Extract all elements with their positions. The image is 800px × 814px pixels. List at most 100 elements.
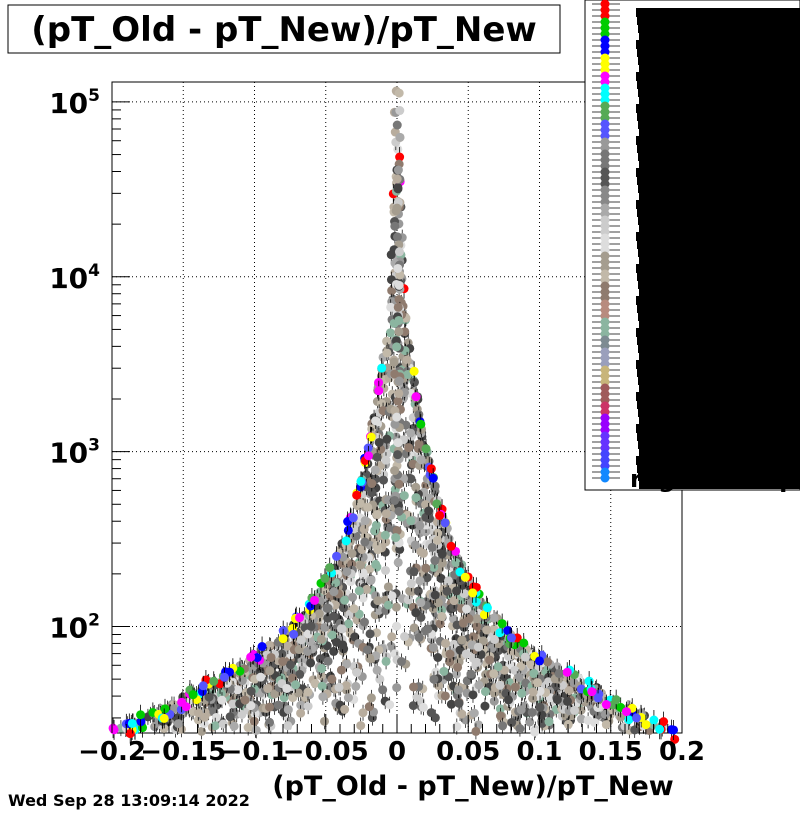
data-point xyxy=(173,719,183,729)
data-point xyxy=(392,232,402,242)
data-point xyxy=(332,637,342,647)
data-point xyxy=(289,629,299,639)
data-point xyxy=(283,705,293,715)
data-point xyxy=(554,668,564,678)
data-point xyxy=(410,540,420,550)
data-point xyxy=(418,548,428,558)
data-point xyxy=(593,693,603,703)
data-point xyxy=(378,685,388,695)
data-point xyxy=(372,665,382,675)
data-point xyxy=(409,682,419,692)
data-point xyxy=(364,702,374,712)
data-point xyxy=(265,702,275,712)
data-point xyxy=(406,428,416,438)
data-point xyxy=(395,106,405,116)
x-axis-title: (pT_Old - pT_New)/pT_New xyxy=(272,771,674,802)
data-point xyxy=(489,696,499,706)
data-point xyxy=(358,593,368,603)
data-point xyxy=(449,596,459,606)
data-point xyxy=(160,704,170,714)
data-point xyxy=(587,687,597,697)
data-point xyxy=(327,630,337,640)
legend-label-block xyxy=(639,448,800,457)
data-point xyxy=(385,700,395,710)
data-point xyxy=(403,595,413,605)
data-point xyxy=(459,589,469,599)
data-point xyxy=(641,720,651,730)
data-point xyxy=(177,697,187,707)
data-point xyxy=(370,465,380,475)
x-tick-label: 0 xyxy=(388,737,406,767)
data-point xyxy=(217,695,227,705)
data-point xyxy=(381,455,391,465)
legend-label-block xyxy=(637,400,800,409)
data-point xyxy=(423,624,433,634)
data-point xyxy=(193,708,203,718)
data-point xyxy=(371,559,381,569)
legend-label-block xyxy=(639,128,800,137)
data-point xyxy=(210,721,220,731)
data-point xyxy=(659,717,669,727)
data-point xyxy=(235,666,245,676)
data-point xyxy=(375,674,385,684)
data-point xyxy=(295,613,305,623)
data-point xyxy=(320,622,330,632)
data-point xyxy=(527,707,537,717)
data-point xyxy=(380,530,390,540)
data-point xyxy=(374,437,384,447)
data-point xyxy=(364,451,374,461)
data-point xyxy=(472,657,482,667)
legend-label-block xyxy=(639,64,800,73)
data-point xyxy=(670,734,680,744)
legend-label-block xyxy=(637,432,800,441)
x-tick-label: −0.05 xyxy=(283,737,369,767)
x-tick-label: −0.2 xyxy=(78,737,146,767)
data-point xyxy=(472,614,482,624)
data-point xyxy=(355,498,365,508)
data-point xyxy=(430,481,440,491)
data-point xyxy=(325,563,335,573)
data-point xyxy=(495,711,505,721)
data-point xyxy=(479,610,489,620)
data-point xyxy=(446,541,456,551)
data-point xyxy=(247,664,257,674)
data-point xyxy=(348,513,358,523)
data-point xyxy=(528,687,538,697)
legend-label-block xyxy=(636,296,800,305)
data-point xyxy=(480,701,490,711)
x-tick-label: 0.05 xyxy=(436,737,500,767)
data-point xyxy=(200,712,210,722)
data-point xyxy=(529,668,539,678)
x-tick-label: −0.1 xyxy=(221,737,289,767)
data-point xyxy=(381,509,391,519)
data-point xyxy=(436,573,446,583)
legend-label-block xyxy=(636,360,800,369)
data-point xyxy=(317,663,327,673)
data-point xyxy=(316,634,326,644)
data-point xyxy=(440,691,450,701)
data-point xyxy=(371,520,381,530)
data-point xyxy=(340,704,350,714)
legend-label-block xyxy=(638,408,800,417)
data-point xyxy=(399,491,409,501)
data-point xyxy=(460,572,470,582)
data-point xyxy=(473,642,483,652)
data-point xyxy=(394,315,404,325)
data-point xyxy=(383,582,393,592)
data-point xyxy=(387,286,397,296)
data-point xyxy=(263,684,273,694)
data-point xyxy=(468,588,478,598)
data-point xyxy=(389,357,399,367)
data-point xyxy=(365,629,375,639)
data-point xyxy=(393,557,403,567)
legend-label-block xyxy=(638,440,800,449)
data-point xyxy=(409,377,419,387)
data-point xyxy=(216,689,226,699)
legend-label-block xyxy=(639,160,800,169)
y-tick-label: 102 xyxy=(49,610,100,644)
data-point xyxy=(452,722,462,732)
legend-label-block xyxy=(638,120,800,129)
data-point xyxy=(390,466,400,476)
data-point xyxy=(237,709,247,719)
data-point xyxy=(371,416,381,426)
